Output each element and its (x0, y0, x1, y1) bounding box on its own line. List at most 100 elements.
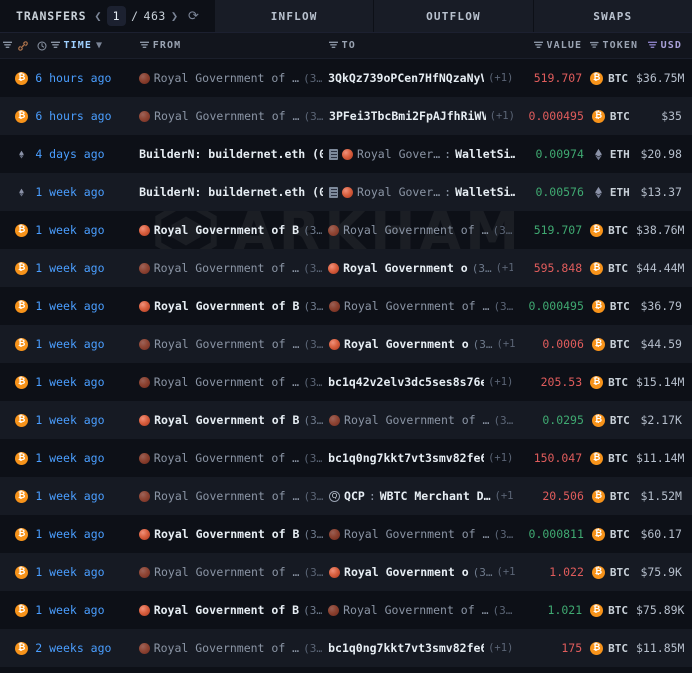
from-entity-name[interactable]: Royal Government of … (154, 109, 300, 123)
to-entity-name[interactable]: Royal Gover… (357, 147, 441, 161)
to-address[interactable]: 3PFei3TbcBmi2FpAJfhRiWV… (329, 109, 486, 123)
from-entity-address[interactable]: (3… (303, 603, 323, 617)
tab-swaps[interactable]: SWAPS (532, 0, 692, 32)
cell-from[interactable]: Royal Government of B (3… (133, 603, 322, 617)
to-entity-name[interactable]: Royal Government o (343, 261, 468, 275)
cell-time[interactable]: 1 week ago (35, 489, 105, 503)
from-entity-address[interactable]: (3… (303, 641, 323, 655)
cell-to[interactable]: Royal Government of … (3… (322, 223, 513, 237)
table-row[interactable]: ₿ 2 weeks ago Royal Government of … (3… bc1q… (0, 629, 692, 667)
cell-token[interactable]: ₿ BTC (582, 71, 636, 85)
cell-time[interactable]: 1 week ago (35, 527, 105, 541)
to-address[interactable]: 3QkQz739oPCen7HfNQzaNyV… (328, 71, 485, 85)
column-filter-all[interactable] (0, 41, 15, 50)
column-link[interactable] (15, 40, 30, 51)
cell-time[interactable]: 1 week ago (35, 261, 105, 275)
cell-from[interactable]: Royal Government of B (3… (133, 527, 323, 541)
to-entity-name[interactable]: Royal Government of … (343, 603, 489, 617)
cell-time[interactable]: 6 hours ago (35, 109, 112, 123)
prev-page-icon[interactable]: ❮ (94, 9, 102, 23)
from-entity-address[interactable]: (3… (303, 71, 323, 85)
from-entity-address[interactable]: (3… (303, 109, 324, 123)
cell-to[interactable]: Royal Government o(3…(+1) (323, 337, 515, 351)
cell-token[interactable]: ₿ BTC (584, 299, 638, 313)
from-entity-address[interactable]: (3… (303, 261, 323, 275)
cell-time[interactable]: 2 weeks ago (35, 641, 112, 655)
cell-from[interactable]: Royal Government of B (3… (133, 413, 323, 427)
column-header-to[interactable]: TO (323, 40, 514, 51)
cell-to[interactable]: 3PFei3TbcBmi2FpAJfhRiWV… (+1) (323, 109, 515, 123)
cell-to[interactable]: Royal Government of … (3… (323, 413, 515, 427)
table-row[interactable]: ₿ 1 week ago Royal Government of … (3… bc1q0… (0, 439, 692, 477)
from-entity-name[interactable]: Royal Government of B (153, 603, 300, 617)
cell-from[interactable]: Royal Government of … (3… (133, 337, 323, 351)
table-row[interactable]: 4 days ago BuilderN: buildernet.eth (0… Ro… (0, 135, 692, 173)
cell-time[interactable]: 6 hours ago (35, 71, 112, 85)
from-entity-address[interactable]: (3… (303, 337, 324, 351)
cell-token[interactable]: ₿ BTC (584, 337, 638, 351)
table-row[interactable]: ₿ 1 week ago Royal Government of … (3… Royal… (0, 553, 692, 591)
from-entity-name[interactable]: Royal Government of … (154, 489, 300, 503)
to-entity-name[interactable]: Royal Government of … (344, 299, 490, 313)
to-entity-address[interactable]: (3… (493, 527, 514, 541)
to-entity-address[interactable]: (3… (493, 299, 514, 313)
cell-time[interactable]: 1 week ago (35, 413, 105, 427)
column-header-time[interactable]: TIME ▼ (31, 40, 134, 51)
table-row[interactable]: ₿ 1 week ago Royal Government of B (3… Royal… (0, 515, 692, 553)
cell-to[interactable]: Royal Government of … (3… (323, 299, 515, 313)
from-entity-name[interactable]: Royal Government of B (153, 223, 300, 237)
cell-to[interactable]: Royal Government o(3…(+1) (322, 261, 513, 275)
table-row[interactable]: ₿ 1 week ago Royal Government of … (3… Royal… (0, 249, 692, 287)
cell-token[interactable]: ₿ BTC (582, 261, 636, 275)
from-entity-address[interactable]: (3… (303, 375, 323, 389)
cell-from[interactable]: Royal Government of … (3… (133, 565, 323, 579)
cell-from[interactable]: Royal Government of … (3… (133, 451, 322, 465)
cell-token[interactable]: ₿ BTC (584, 109, 638, 123)
to-entity-sub[interactable]: WBTC Merchant D… (379, 489, 491, 503)
to-entity-address[interactable]: (3… (471, 261, 492, 275)
table-row[interactable]: ₿ 1 week ago Royal Government of B (3… Royal… (0, 591, 692, 629)
to-address[interactable]: bc1q0ng7kkt7vt3smv82fe6… (328, 641, 485, 655)
cell-token[interactable]: ₿ BTC (584, 565, 638, 579)
to-address[interactable]: bc1q0ng7kkt7vt3smv82fe6… (328, 451, 485, 465)
cell-token[interactable]: ₿ BTC (584, 413, 638, 427)
column-header-token[interactable]: TOKEN (582, 40, 638, 51)
from-entity-name[interactable]: Royal Government of … (153, 261, 300, 275)
cell-to[interactable]: Royal Gover…: WalletSi… (323, 185, 515, 199)
from-address[interactable]: BuilderN: buildernet.eth (0… (139, 147, 324, 161)
to-entity-name[interactable]: Royal Government o (344, 337, 469, 351)
cell-token[interactable]: ETH (584, 148, 638, 161)
cell-from[interactable]: Royal Government of … (3… (133, 641, 322, 655)
from-entity-name[interactable]: Royal Government of … (153, 71, 300, 85)
from-entity-address[interactable]: (3… (303, 299, 324, 313)
table-row[interactable]: ₿ 1 week ago Royal Government of … (3… Q QCP:… (0, 477, 692, 515)
to-entity-address[interactable]: (3… (493, 413, 514, 427)
column-header-usd[interactable]: USD (638, 40, 692, 51)
table-row[interactable]: ₿ 6 hours ago Royal Government of … (3… 3QkQ… (0, 59, 692, 97)
tab-inflow[interactable]: INFLOW (215, 0, 374, 32)
cell-time[interactable]: 1 week ago (35, 337, 105, 351)
cell-time[interactable]: 1 week ago (35, 375, 105, 389)
table-row[interactable]: ₿ 1 week ago Royal Government of … (3… Royal… (0, 325, 692, 363)
from-entity-name[interactable]: Royal Government of … (153, 641, 300, 655)
table-row[interactable]: ₿ 1 week ago Royal Government of B (3… Royal… (0, 211, 692, 249)
table-row[interactable]: ₿ 6 hours ago Royal Government of … (3… 3PFe… (0, 97, 692, 135)
cell-to[interactable]: bc1q0ng7kkt7vt3smv82fe6… (+1) (322, 451, 513, 465)
next-page-icon[interactable]: ❯ (170, 9, 179, 23)
table-row[interactable]: ₿ 1 week ago Royal Government of B (3… Royal… (0, 401, 692, 439)
from-entity-name[interactable]: Royal Government of B (154, 527, 300, 541)
cell-from[interactable]: Royal Government of … (3… (133, 261, 322, 275)
pagination[interactable]: ❮ 1 / 463 ❯ (94, 6, 178, 26)
cell-time[interactable]: 1 week ago (35, 223, 105, 237)
cell-time[interactable]: 4 days ago (35, 147, 105, 161)
cell-token[interactable]: ₿ BTC (582, 223, 636, 237)
cell-from[interactable]: BuilderN: buildernet.eth (0… (133, 147, 323, 161)
cell-to[interactable]: Royal Government o(3…(+1) (323, 565, 515, 579)
cell-token[interactable]: ₿ BTC (584, 527, 638, 541)
to-address[interactable]: bc1q42v2elv3dc5ses8s76e… (328, 375, 485, 389)
to-entity-address[interactable]: (3… (492, 603, 513, 617)
cell-to[interactable]: bc1q42v2elv3dc5ses8s76e… (+1) (322, 375, 513, 389)
cell-from[interactable]: BuilderN: buildernet.eth (0… (133, 185, 323, 199)
tab-outflow[interactable]: OUTFLOW (373, 0, 533, 32)
